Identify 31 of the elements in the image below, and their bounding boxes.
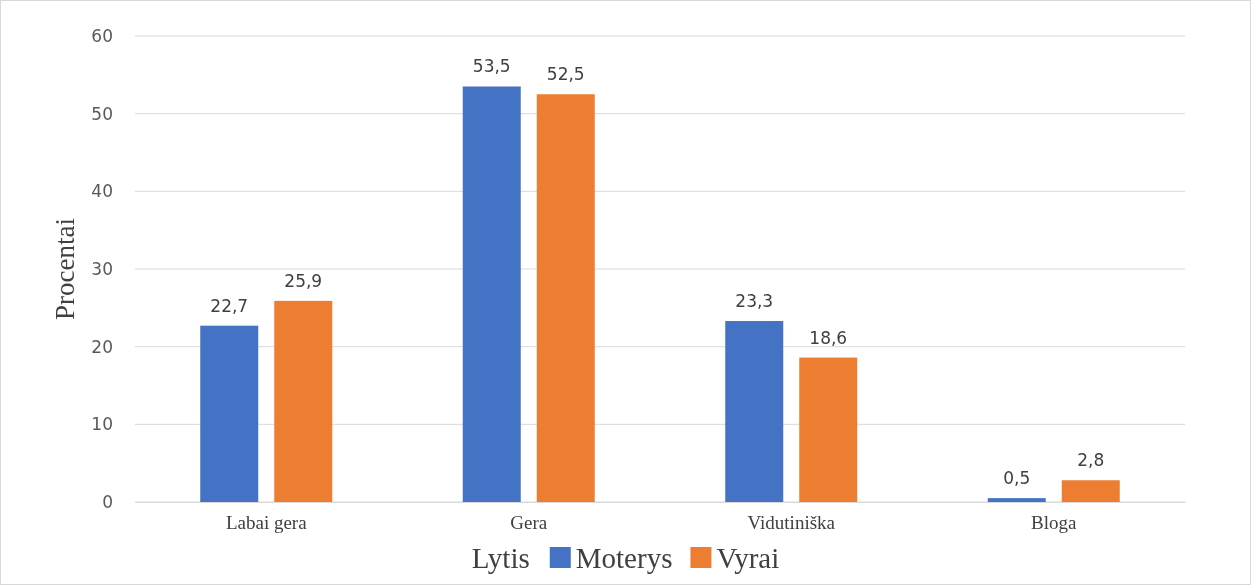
data-label: 23,3 (735, 291, 774, 312)
legend-title: Lytis (471, 542, 530, 574)
bar (987, 498, 1046, 502)
data-label: 22,7 (210, 295, 249, 316)
bar (536, 94, 595, 502)
y-tick-label: 30 (91, 258, 113, 279)
y-tick-label: 40 (91, 181, 113, 202)
bar (200, 325, 259, 502)
legend-label: Moterys (575, 542, 673, 574)
bar (274, 300, 333, 502)
data-label: 25,9 (284, 270, 323, 291)
x-tick-label: Gera (510, 512, 548, 534)
y-tick-label: 10 (91, 414, 113, 435)
data-label: 2,8 (1077, 450, 1105, 471)
data-label: 0,5 (1003, 468, 1031, 489)
y-tick-label: 50 (91, 103, 113, 124)
y-axis-title: Procentai (50, 218, 80, 320)
data-label: 18,6 (809, 327, 848, 348)
y-tick-label: 60 (91, 25, 113, 46)
bar (1061, 480, 1120, 502)
legend-label: Vyrai (716, 542, 780, 574)
bar (725, 321, 784, 502)
bar (462, 86, 521, 502)
x-tick-label: Vidutiniška (747, 512, 836, 534)
data-label: 53,5 (472, 56, 511, 77)
y-tick-label: 0 (102, 491, 113, 512)
x-tick-label: Labai gera (225, 512, 308, 534)
y-tick-label: 20 (91, 336, 113, 357)
bar (799, 357, 858, 502)
x-tick-label: Bloga (1031, 512, 1078, 534)
data-label: 52,5 (546, 64, 585, 85)
